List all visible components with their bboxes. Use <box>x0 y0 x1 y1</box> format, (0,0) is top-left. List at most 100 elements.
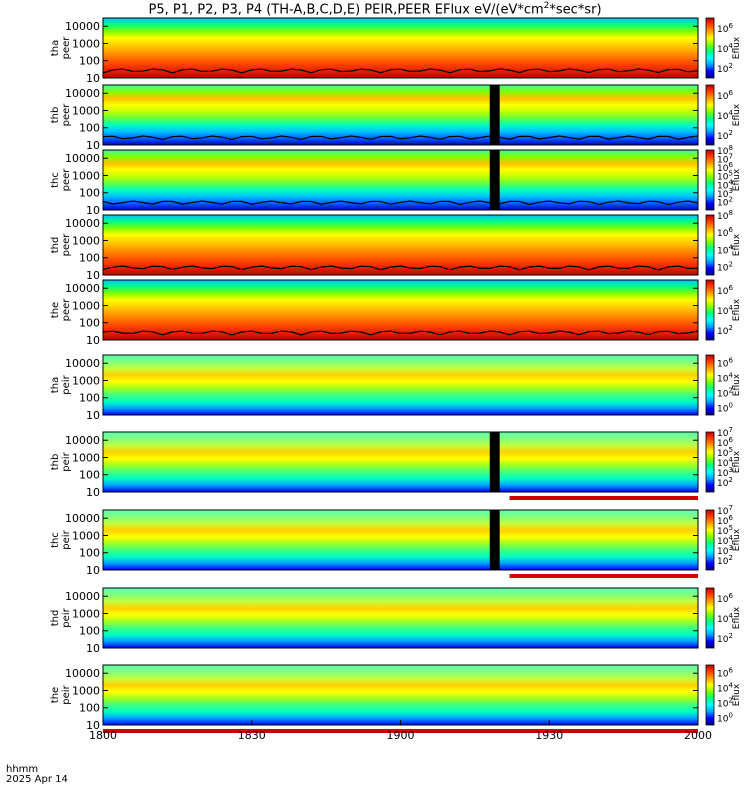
colorbar-tick-exponent: 7 <box>728 426 732 434</box>
colorbar-label: Eflux <box>732 168 742 191</box>
colorbar <box>705 354 715 416</box>
colorbar <box>705 279 715 341</box>
panel-image <box>103 280 698 340</box>
panel-thd-peer: 10 100 1000 10000 thdpeer 102 104 106 108 Eflux <box>50 209 742 282</box>
colorbar-tick-exponent: 2 <box>728 387 732 395</box>
colorbar <box>705 149 715 211</box>
y-axis-label-probe: thd <box>50 610 61 627</box>
y-axis-label: thbpeir <box>50 451 72 471</box>
title-suffix: *sec*sr) <box>549 2 602 18</box>
y-tick-label: 100 <box>79 547 100 560</box>
colorbar-tick-label: 106 <box>717 89 733 102</box>
panel-image <box>103 665 698 725</box>
y-axis-label-species: peer <box>61 233 72 257</box>
colorbar-tick-exponent: 6 <box>728 592 733 600</box>
panel-image <box>103 18 698 78</box>
y-axis-label-probe: thb <box>50 454 61 471</box>
data-gap <box>489 432 500 492</box>
colorbar-tick-label: 102 <box>717 129 733 142</box>
panel-the-peir: 10 100 1000 10000 thepeir 100 102 104 106 Eflux <box>50 664 742 733</box>
panel-thc-peir: 10100100010000thcpeir102103104105106107E… <box>50 504 742 578</box>
colorbar-tick-label: 106 <box>717 357 733 370</box>
colorbar-tick-exponent: 6 <box>728 284 733 292</box>
panel-frame <box>102 149 699 211</box>
y-axis-label: thdpeir <box>50 607 72 627</box>
colorbar-tick-label: 106 <box>717 284 733 297</box>
y-tick-label: 10000 <box>65 357 100 370</box>
colorbar-label: Eflux <box>732 298 742 321</box>
y-axis-label-species: peir <box>61 451 72 471</box>
y-axis-label-probe: the <box>50 687 61 703</box>
y-tick-label: 100 <box>79 122 100 135</box>
colorbar-tick-exponent: 4 <box>728 243 733 251</box>
y-tick-label: 1000 <box>72 104 100 117</box>
y-tick-label: 10000 <box>65 20 100 33</box>
colorbar-label: Eflux <box>732 233 742 256</box>
colorbar-tick-exponent: 6 <box>728 436 733 444</box>
colorbar-tick-exponent: 2 <box>728 554 732 562</box>
panel-frame <box>102 17 699 79</box>
colorbar-tick-exponent: 0 <box>728 402 732 410</box>
colorbar-tick-exponent: 2 <box>728 62 732 70</box>
x-tick-label: 1800 <box>89 729 117 742</box>
colorbar-tick-label: 104 <box>717 109 733 122</box>
colorbar-tick-exponent: 4 <box>728 456 733 464</box>
y-tick-label: 1000 <box>72 684 100 697</box>
y-tick-label: 10000 <box>65 87 100 100</box>
colorbar-tick-exponent: 4 <box>728 534 733 542</box>
panel-frame <box>102 279 699 341</box>
panel-frame <box>102 509 699 571</box>
y-axis-label: thepeer <box>50 298 72 322</box>
data-gap <box>489 510 500 570</box>
colorbar-tick-exponent: 6 <box>728 161 733 169</box>
colorbar-tick-exponent: 6 <box>728 22 733 30</box>
y-tick-label: 10000 <box>65 434 100 447</box>
colorbar-tick-label: 104 <box>717 612 733 625</box>
colorbar-tick-exponent: 6 <box>728 667 733 675</box>
colorbar-tick-exponent: 4 <box>728 682 733 690</box>
colorbar-tick-exponent: 6 <box>728 89 733 97</box>
colorbar-label: Eflux <box>732 450 742 473</box>
panel-frame <box>102 214 699 276</box>
y-axis-label-probe: tha <box>50 40 61 56</box>
y-axis-label-species: peer <box>61 36 72 60</box>
y-tick-label: 10 <box>86 719 100 732</box>
colorbar-tick-label: 106 <box>717 667 733 680</box>
colorbar <box>705 17 715 79</box>
x-tick-label: 1900 <box>387 729 415 742</box>
y-axis-label-species: peir <box>61 374 72 394</box>
colorbar-label: Eflux <box>732 606 742 629</box>
y-tick-label: 100 <box>79 625 100 638</box>
y-axis-label-species: peir <box>61 684 72 704</box>
y-axis-label-probe: thb <box>50 107 61 124</box>
colorbar-tick-label: 102 <box>717 387 733 400</box>
colorbar-label: Eflux <box>732 103 742 126</box>
y-axis-label-probe: thc <box>50 172 61 188</box>
x-tick-label: 1930 <box>535 729 563 742</box>
colorbar-tick-label: 100 <box>717 402 733 415</box>
colorbar-tick-exponent: 2 <box>728 697 732 705</box>
colorbar-tick-exponent: 4 <box>728 372 733 380</box>
y-tick-label: 1000 <box>72 37 100 50</box>
y-tick-label: 1000 <box>72 299 100 312</box>
y-tick-label: 1000 <box>72 529 100 542</box>
colorbar <box>705 664 715 726</box>
y-axis-label: thepeir <box>50 684 72 704</box>
y-tick-label: 10000 <box>65 667 100 680</box>
colorbar-tick-exponent: 4 <box>728 178 733 186</box>
status-bar <box>509 574 698 578</box>
colorbar-label: Eflux <box>732 683 742 706</box>
y-tick-label: 10 <box>86 139 100 152</box>
y-tick-label: 100 <box>79 252 100 265</box>
panel-image <box>103 150 698 210</box>
y-tick-label: 1000 <box>72 169 100 182</box>
colorbar-tick-exponent: 6 <box>728 514 733 522</box>
panel-frame <box>102 431 699 493</box>
colorbar-tick-exponent: 3 <box>728 544 732 552</box>
boundary-curve <box>102 135 699 141</box>
title-text: P5, P1, P2, P3, P4 (TH-A,B,C,D,E) PEIR,P… <box>148 2 544 18</box>
y-axis-label-species: peer <box>61 298 72 322</box>
time-axis-label: hhmm 2025 Apr 14 <box>6 765 68 785</box>
